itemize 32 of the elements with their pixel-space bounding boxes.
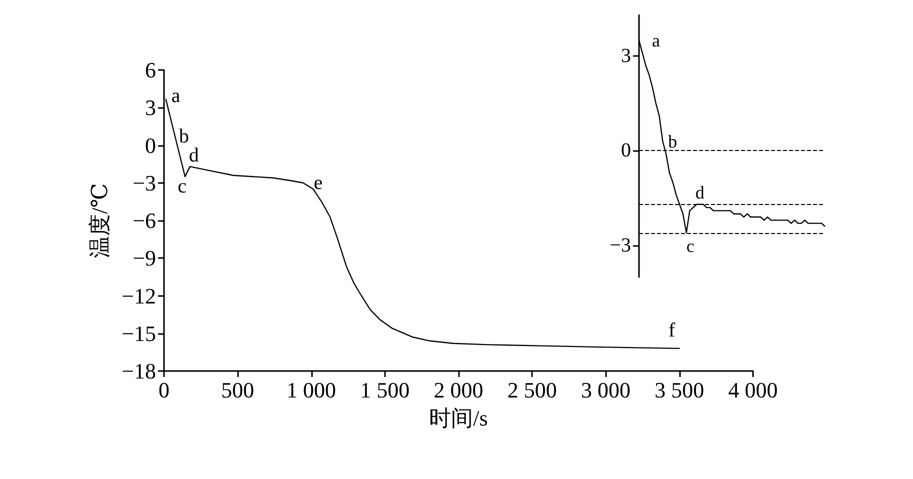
annotation: c [178,176,187,198]
x-tick-label: 2 000 [434,378,484,402]
annotation: d [188,144,199,167]
x-tick-label: 3 500 [654,378,704,402]
annotation: a [171,84,180,107]
x-tick-label: 4 000 [728,378,778,402]
y-tick-label: −6 [132,208,156,233]
y-tick-label: 0 [145,132,156,158]
y-tick-label: 3 [621,45,631,68]
annotation: f [668,319,676,342]
y-tick-label: 0 [621,140,631,162]
x-tick-label: 3 000 [581,378,630,402]
annotation: e [314,172,323,194]
x-tick-label: 2 500 [507,378,557,402]
y-tick-label: −15 [122,320,156,346]
annotation: d [695,182,704,202]
y-tick-label: −18 [122,358,156,384]
y-tick-label: −12 [122,283,156,308]
y-tick-label: 6 [145,58,156,82]
x-tick-label: 1 500 [360,378,410,402]
annotation: b [668,131,678,152]
x-axis-title: 时间/s [429,406,488,430]
y-tick-label: −9 [132,246,156,271]
y-tick-label: −3 [132,170,156,196]
y-axis-title: 温度/℃ [87,183,112,258]
y-tick-label: 3 [145,95,156,120]
x-tick-label: 500 [221,378,254,402]
y-tick-label: −3 [610,234,631,256]
annotation: c [686,236,694,256]
annotation: a [652,30,660,50]
annotation: b [179,125,190,148]
x-tick-label: 1 000 [286,378,336,402]
